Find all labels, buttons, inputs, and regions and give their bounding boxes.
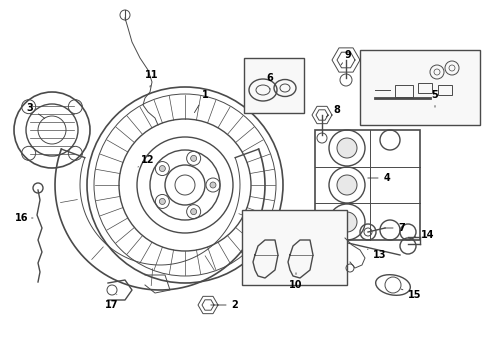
Circle shape: [337, 138, 357, 158]
Text: 16: 16: [15, 213, 33, 223]
Text: 2: 2: [211, 300, 238, 310]
Bar: [395, 85, 413, 97]
Text: 6: 6: [267, 73, 273, 89]
Bar: [242, 210, 347, 285]
Bar: [438, 85, 452, 95]
Text: 15: 15: [401, 289, 422, 300]
Circle shape: [159, 198, 165, 204]
Circle shape: [337, 212, 357, 232]
Text: 3: 3: [26, 103, 45, 118]
Text: 7: 7: [385, 223, 405, 233]
Text: 10: 10: [289, 273, 303, 290]
Circle shape: [191, 209, 196, 215]
Text: 8: 8: [326, 105, 341, 117]
Text: 17: 17: [105, 294, 119, 310]
Text: 14: 14: [415, 230, 435, 240]
Text: 1: 1: [195, 90, 208, 113]
Text: 12: 12: [138, 155, 155, 167]
Circle shape: [191, 156, 196, 161]
Text: 13: 13: [368, 249, 387, 260]
Text: 9: 9: [341, 50, 351, 65]
Bar: [360, 50, 480, 125]
Bar: [244, 58, 304, 113]
Bar: [315, 130, 420, 240]
Text: 11: 11: [145, 70, 159, 87]
Circle shape: [337, 175, 357, 195]
Text: 5: 5: [432, 90, 439, 107]
Text: 4: 4: [368, 173, 391, 183]
Circle shape: [159, 166, 165, 172]
Circle shape: [210, 182, 216, 188]
Bar: [418, 83, 432, 93]
